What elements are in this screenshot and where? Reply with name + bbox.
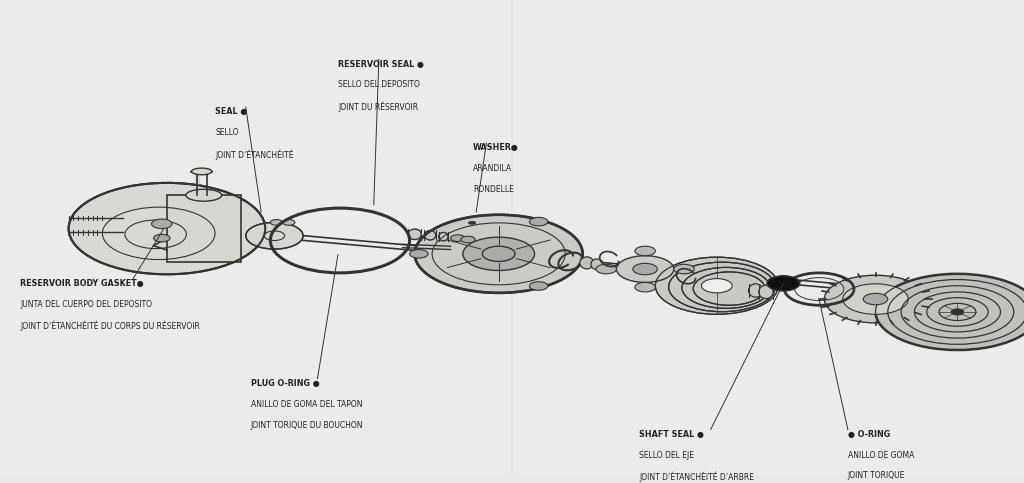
Text: SHAFT SEAL ●: SHAFT SEAL ● <box>639 429 703 439</box>
Circle shape <box>674 264 694 274</box>
Circle shape <box>270 220 283 225</box>
Circle shape <box>246 222 303 249</box>
Text: ANILLO DE GOMA DEL TAPON: ANILLO DE GOMA DEL TAPON <box>251 399 362 409</box>
Circle shape <box>655 257 778 314</box>
Circle shape <box>69 183 265 274</box>
Circle shape <box>951 309 964 315</box>
Text: ANILLO DE GOMA: ANILLO DE GOMA <box>848 451 914 459</box>
Ellipse shape <box>759 285 773 298</box>
Text: RESERVOIR BODY GASKET●: RESERVOIR BODY GASKET● <box>20 279 144 287</box>
Ellipse shape <box>191 168 212 175</box>
Text: JUNTA DEL CUERPO DEL DEPOSITO: JUNTA DEL CUERPO DEL DEPOSITO <box>20 299 153 309</box>
Circle shape <box>152 219 172 228</box>
Circle shape <box>843 284 908 314</box>
Circle shape <box>283 220 295 225</box>
Text: SEAL ●: SEAL ● <box>215 107 248 116</box>
Circle shape <box>876 274 1024 350</box>
Text: SELLO DEL EJE: SELLO DEL EJE <box>639 451 694 459</box>
Circle shape <box>693 272 765 305</box>
Text: JOINT TORIQUE: JOINT TORIQUE <box>848 471 905 481</box>
Ellipse shape <box>580 257 594 269</box>
Circle shape <box>863 293 888 305</box>
Circle shape <box>596 264 616 274</box>
Circle shape <box>529 282 548 290</box>
Text: JOINT D’ÉTANCHÉITÉ: JOINT D’ÉTANCHÉITÉ <box>215 149 294 159</box>
Text: SELLO DEL DEPOSITO: SELLO DEL DEPOSITO <box>338 81 420 89</box>
Circle shape <box>635 283 655 292</box>
Circle shape <box>669 262 775 312</box>
Ellipse shape <box>408 229 422 240</box>
Circle shape <box>635 246 655 256</box>
Text: WASHER●: WASHER● <box>473 143 519 152</box>
Circle shape <box>616 256 674 283</box>
Text: PLUG O-RING ●: PLUG O-RING ● <box>251 379 319 387</box>
Circle shape <box>482 246 515 261</box>
Text: ● O-RING: ● O-RING <box>848 429 890 439</box>
Ellipse shape <box>438 232 449 241</box>
Circle shape <box>410 250 428 258</box>
Text: RESERVOIR SEAL ●: RESERVOIR SEAL ● <box>338 59 424 69</box>
Text: SELLO: SELLO <box>215 128 239 137</box>
Circle shape <box>468 221 476 225</box>
Circle shape <box>767 276 800 291</box>
Text: JOINT DU RÉSERVOIR: JOINT DU RÉSERVOIR <box>338 101 418 112</box>
Text: RONDELLE: RONDELLE <box>473 185 514 194</box>
Ellipse shape <box>591 259 603 270</box>
Bar <box>167 195 241 262</box>
Circle shape <box>415 215 583 293</box>
Text: JOINT D’ÉTANCHÉITÉ DU CORPS DU RÉSERVOIR: JOINT D’ÉTANCHÉITÉ DU CORPS DU RÉSERVOIR <box>20 321 201 331</box>
Text: ARANDILA: ARANDILA <box>473 164 512 173</box>
Circle shape <box>824 275 927 323</box>
Text: JOINT D’ÉTANCHÉITÉ D’ARBRE: JOINT D’ÉTANCHÉITÉ D’ARBRE <box>639 471 754 482</box>
Circle shape <box>682 268 770 308</box>
Circle shape <box>461 236 475 243</box>
Ellipse shape <box>749 284 763 297</box>
Ellipse shape <box>424 230 436 240</box>
Circle shape <box>463 237 535 270</box>
Circle shape <box>451 235 465 242</box>
Circle shape <box>154 234 170 242</box>
Circle shape <box>633 263 657 275</box>
Ellipse shape <box>186 189 222 201</box>
Circle shape <box>529 217 548 226</box>
Circle shape <box>701 279 732 293</box>
Text: JOINT TORIQUE DU BOUCHON: JOINT TORIQUE DU BOUCHON <box>251 421 364 429</box>
